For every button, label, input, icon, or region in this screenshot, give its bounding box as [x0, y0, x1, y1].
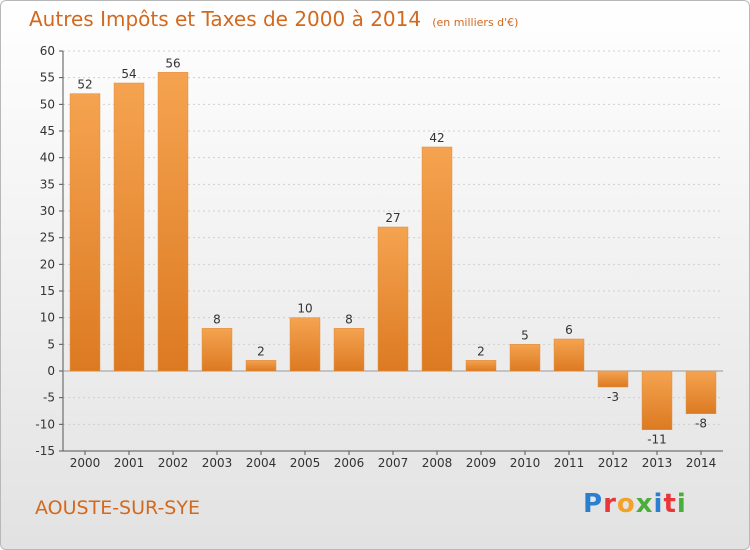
y-tick-label: 35	[40, 177, 55, 191]
chart-title-text: Autres Impôts et Taxes de 2000 à 2014	[29, 7, 422, 31]
data-label: 8	[345, 312, 353, 326]
bar-2013	[641, 370, 673, 430]
logo-letter-0: P	[583, 489, 604, 519]
logo-letter-5: t	[663, 489, 677, 519]
x-tick-label: 2008	[422, 456, 453, 470]
data-label: 52	[77, 78, 92, 92]
x-tick-label: 2011	[554, 456, 585, 470]
bar-2008	[421, 146, 453, 372]
y-tick-label: 25	[40, 231, 55, 245]
x-tick-label: 2002	[158, 456, 189, 470]
data-label: 27	[385, 211, 400, 225]
logo-letter-4: i	[653, 489, 664, 519]
y-tick-label: 60	[40, 44, 55, 58]
data-label: 5	[521, 328, 529, 342]
data-label: 54	[121, 67, 136, 81]
logo-letter-2: o	[616, 489, 636, 519]
logo-letter-3: x	[635, 489, 654, 519]
bar-2010	[509, 344, 541, 372]
x-tick-label: 2006	[334, 456, 365, 470]
bar-2004	[245, 360, 277, 372]
y-tick-label: -5	[43, 391, 55, 405]
y-tick-label: 55	[40, 71, 55, 85]
bar-2007	[377, 226, 409, 372]
logo-letter-1: r	[603, 489, 617, 519]
x-tick-label: 2007	[378, 456, 409, 470]
data-label: 2	[257, 344, 265, 358]
y-tick-label: -10	[35, 417, 55, 431]
bar-2001	[113, 82, 145, 372]
x-tick-label: 2014	[686, 456, 717, 470]
y-tick-label: 30	[40, 204, 55, 218]
y-tick-label: 45	[40, 124, 55, 138]
y-tick-label: 50	[40, 97, 55, 111]
x-tick-label: 2000	[70, 456, 101, 470]
chart-unit-label: (en milliers d'€)	[432, 16, 519, 29]
data-label: -8	[695, 417, 707, 431]
data-label: 8	[213, 312, 221, 326]
data-label: 6	[565, 323, 573, 337]
commune-name: AOUSTE-SUR-SYE	[35, 497, 200, 519]
x-tick-label: 2012	[598, 456, 629, 470]
data-label: -11	[647, 433, 667, 447]
y-tick-label: 10	[40, 311, 55, 325]
x-tick-label: 2013	[642, 456, 673, 470]
bar-2003	[201, 328, 233, 372]
x-tick-label: 2003	[202, 456, 233, 470]
x-tick-label: 2010	[510, 456, 541, 470]
y-tick-label: -15	[35, 444, 55, 458]
bar-2012	[597, 370, 629, 388]
bar-2014	[685, 370, 717, 414]
y-tick-label: 20	[40, 257, 55, 271]
bar-2005	[289, 317, 321, 372]
data-label: 42	[429, 131, 444, 145]
chart-title: Autres Impôts et Taxes de 2000 à 2014 (e…	[29, 7, 518, 31]
x-tick-label: 2001	[114, 456, 145, 470]
bar-2000	[69, 93, 101, 372]
y-tick-label: 40	[40, 151, 55, 165]
y-tick-label: 5	[47, 337, 55, 351]
bar-2002	[157, 72, 189, 372]
x-tick-label: 2005	[290, 456, 321, 470]
y-tick-label: 15	[40, 284, 55, 298]
bar-2006	[333, 328, 365, 372]
logo-letter-6: i	[676, 489, 687, 519]
y-tick-label: 0	[47, 364, 55, 378]
bar-2011	[553, 338, 585, 372]
data-label: 2	[477, 344, 485, 358]
x-tick-label: 2004	[246, 456, 277, 470]
bars	[69, 72, 717, 430]
bar-2009	[465, 360, 497, 372]
proxiti-logo: Proxiti	[583, 489, 687, 519]
data-label: 56	[165, 56, 180, 70]
data-label: -3	[607, 390, 619, 404]
data-label: 10	[297, 302, 312, 316]
x-tick-label: 2009	[466, 456, 497, 470]
